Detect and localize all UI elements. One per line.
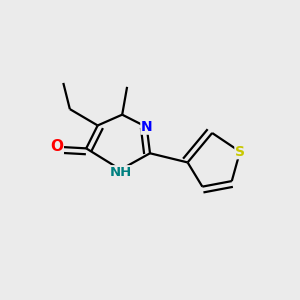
Text: S: S <box>235 145 245 159</box>
Text: O: O <box>50 139 63 154</box>
Text: N: N <box>141 120 152 134</box>
Text: NH: NH <box>110 166 132 179</box>
